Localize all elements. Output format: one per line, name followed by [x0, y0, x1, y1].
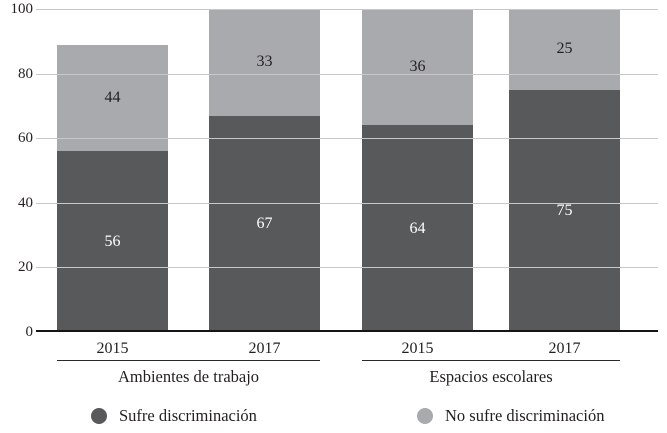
y-tick-0: 0: [25, 324, 34, 340]
bar-segment-sufre-1: 67: [209, 115, 320, 332]
y-tick-40: 40: [18, 194, 33, 211]
legend-dot-no-sufre-icon: [417, 408, 433, 424]
gridline-80: [36, 73, 658, 75]
gridline-100: [36, 9, 658, 10]
legend-dot-sufre-icon: [91, 408, 107, 424]
gridline-20: [36, 267, 658, 269]
bar-segment-no-sufre-1: 33: [209, 9, 320, 116]
x-tick-year-3: 2017: [548, 340, 581, 357]
x-axis-line: [36, 330, 658, 332]
x-tick-year-2: 2015: [401, 340, 434, 357]
y-tick-60: 60: [18, 130, 33, 147]
group-label-0: Ambientes de trabajo: [117, 367, 260, 386]
y-tick-80: 80: [18, 65, 33, 82]
legend-item-no-sufre: No sufre discriminación: [417, 406, 604, 426]
legend-label-sufre: Sufre discriminación: [119, 406, 257, 425]
gridline-60: [36, 138, 658, 140]
y-tick-100: 100: [10, 1, 34, 17]
bar-segment-sufre-2: 64: [362, 125, 473, 332]
bar-segment-sufre-3: 75: [509, 89, 620, 333]
group-underline-1: [362, 360, 620, 361]
bar-segment-no-sufre-3: 25: [509, 9, 620, 90]
y-tick-20: 20: [18, 259, 33, 276]
group-label-1: Espacios escolares: [429, 367, 553, 386]
legend-item-sufre: Sufre discriminación: [91, 406, 257, 426]
bar-segment-sufre-0: 56: [57, 151, 168, 332]
legend-label-no-sufre: No sufre discriminación: [445, 406, 605, 425]
gridline-40: [36, 202, 658, 204]
bar-segment-no-sufre-0: 44: [57, 44, 168, 152]
x-tick-year-1: 2017: [248, 340, 281, 357]
bar-segment-no-sufre-2: 36: [362, 9, 473, 126]
group-underline-0: [57, 360, 320, 361]
x-tick-year-0: 2015: [96, 340, 129, 357]
